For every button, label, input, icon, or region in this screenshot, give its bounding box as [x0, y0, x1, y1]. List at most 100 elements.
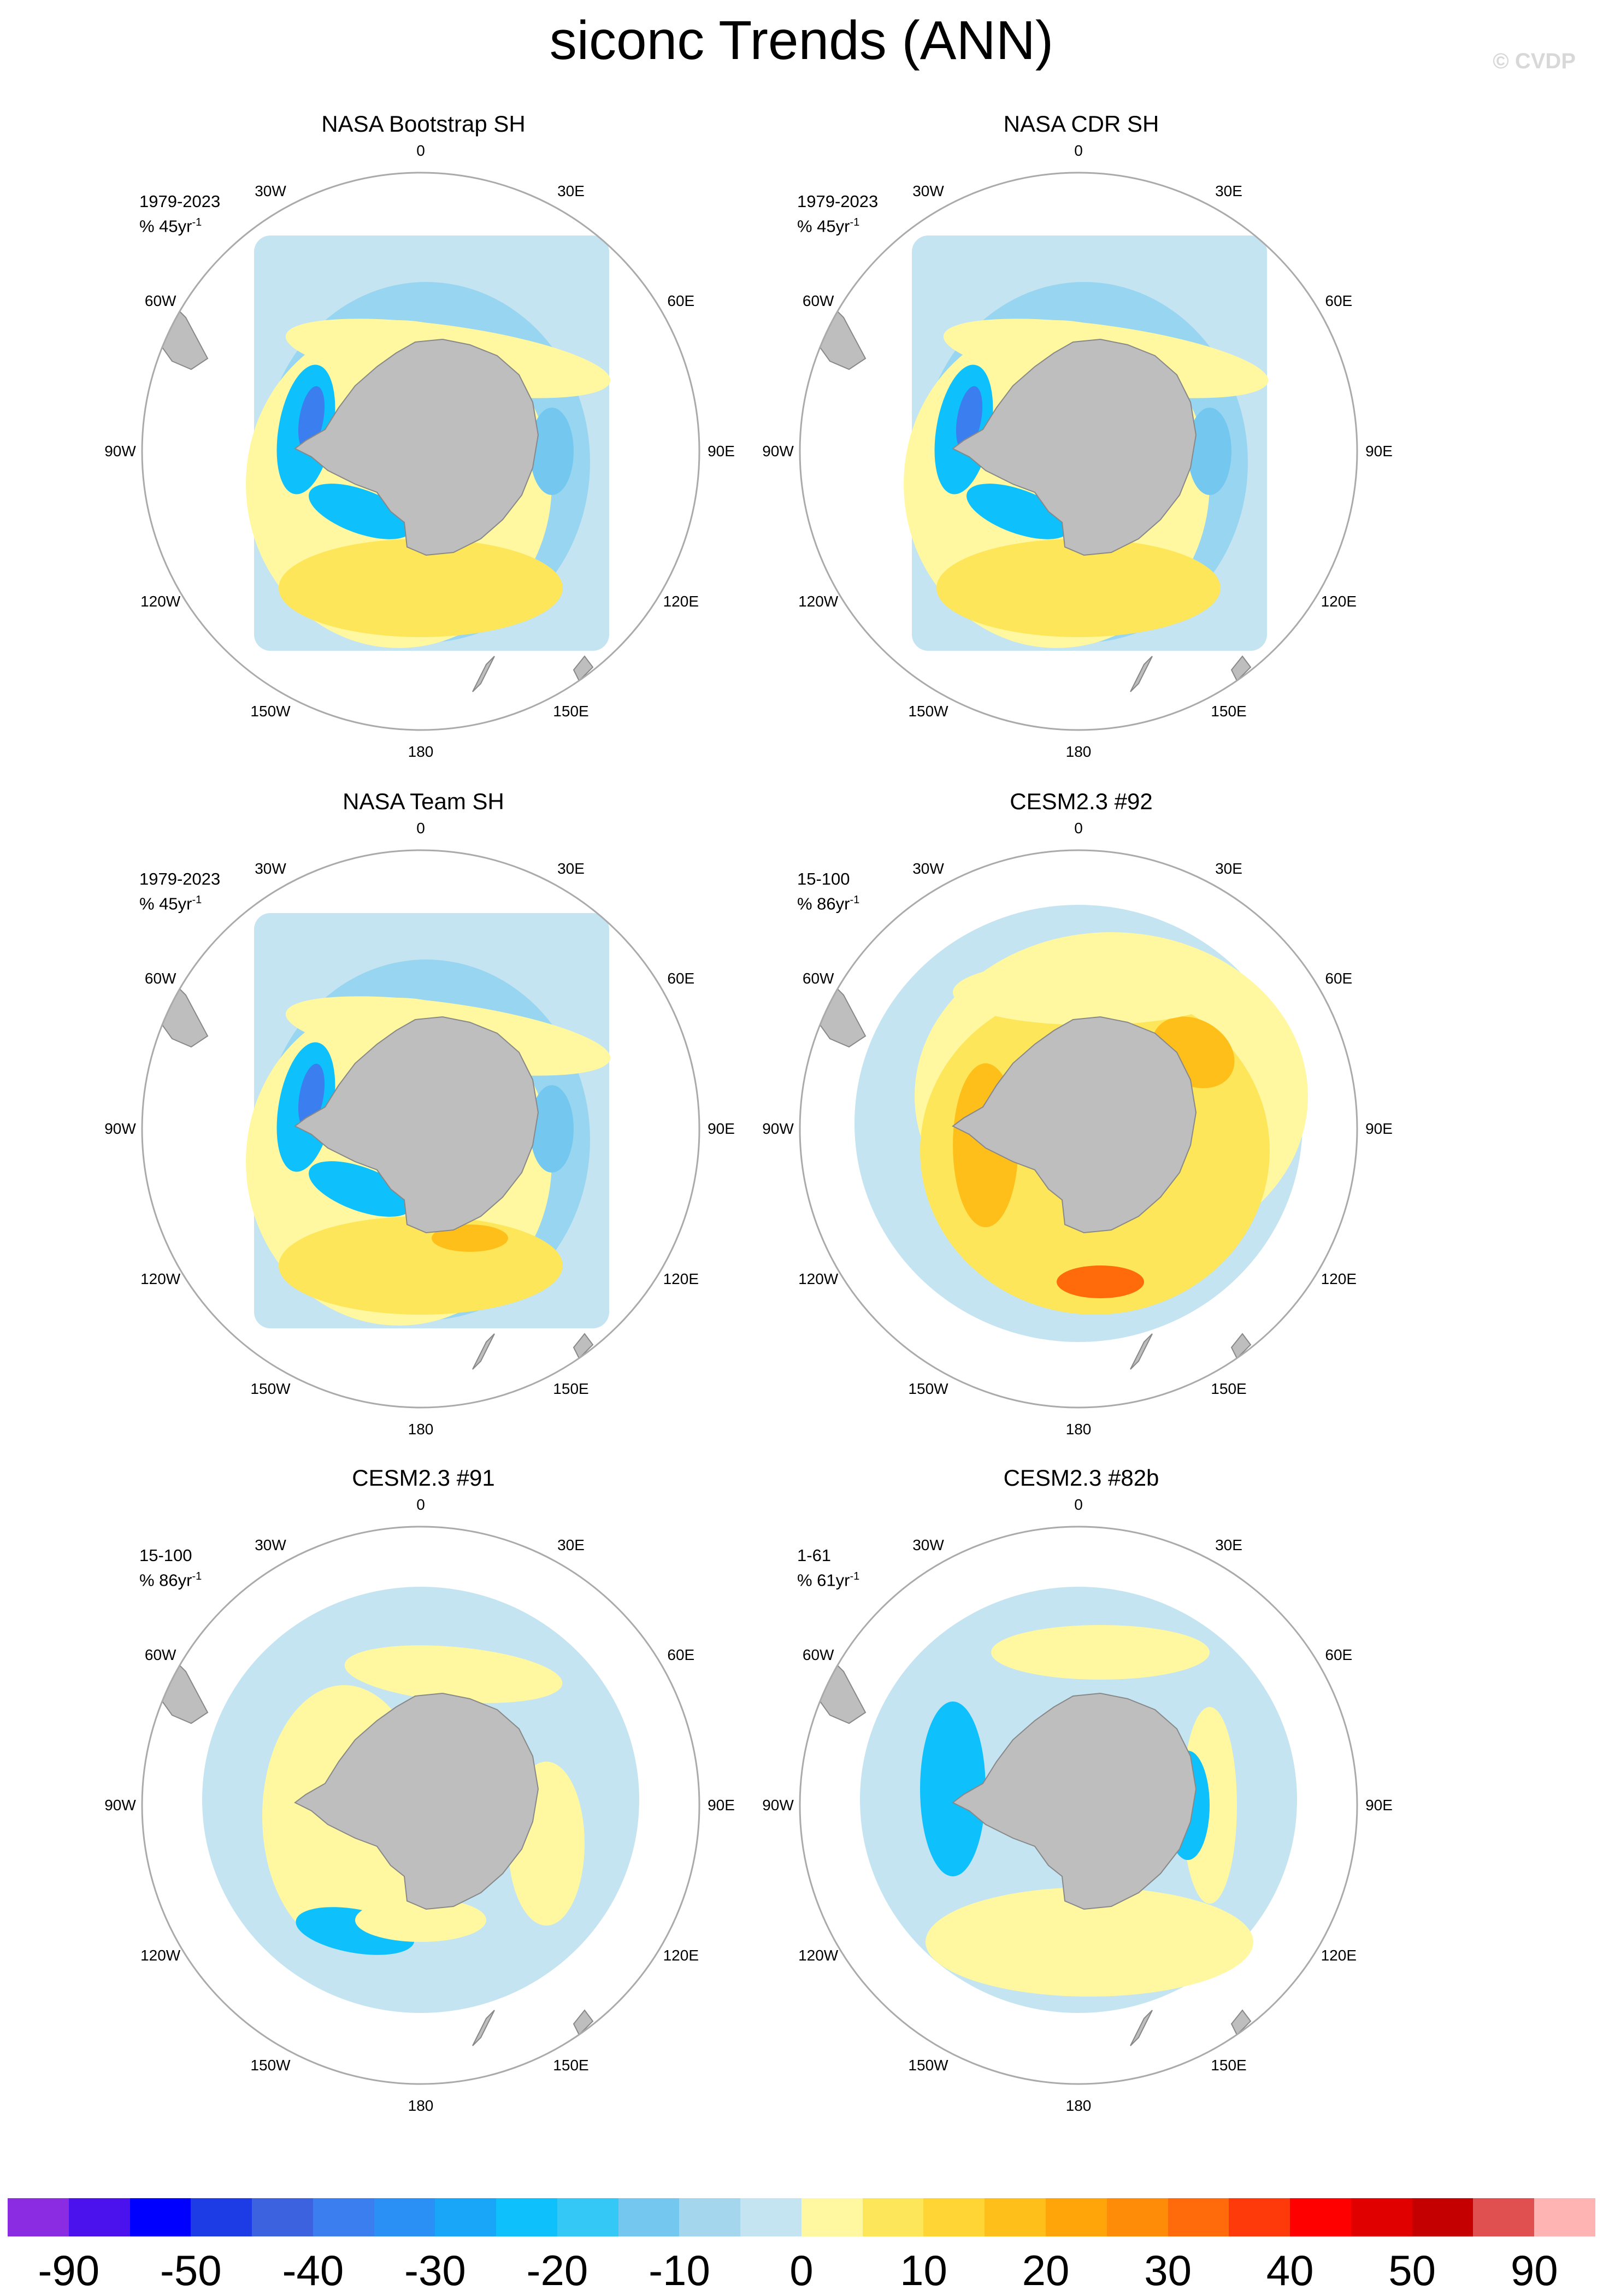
colorbar-swatch — [129, 2198, 191, 2236]
longitude-label: 150W — [250, 1380, 291, 1398]
colorbar-swatch — [923, 2198, 985, 2236]
longitude-label: 60E — [667, 1646, 695, 1663]
longitude-label: 180 — [1065, 2097, 1092, 2114]
longitude-label: 90E — [708, 1120, 735, 1137]
trend-annotation: 15-100 % 86yr-1 — [797, 869, 859, 914]
longitude-label: 120W — [798, 1270, 839, 1287]
antarctica — [294, 1692, 539, 1910]
longitude-label: 90E — [708, 443, 735, 460]
trend-period: 15-100 — [139, 1546, 192, 1565]
longitude-label: 150E — [1211, 2057, 1247, 2074]
longitude-label: 150E — [553, 1380, 589, 1398]
colorbar-swatch — [618, 2198, 680, 2236]
map-panel: NASA Bootstrap SH 1979-2023 % 45yr-1 0 30E 60… — [96, 110, 751, 788]
longitude-label: 180 — [1065, 1421, 1092, 1438]
longitude-label: 30W — [912, 182, 944, 199]
colorbar-swatch — [557, 2198, 618, 2236]
longitude-label: 30W — [912, 1536, 944, 1553]
longitude-label: 120W — [140, 1270, 181, 1287]
polar-map — [799, 172, 1358, 731]
longitude-label: 150W — [250, 703, 291, 720]
longitude-label: 150W — [250, 2057, 291, 2074]
landmass — [573, 655, 594, 682]
longitude-label: 120E — [1321, 1947, 1357, 1964]
trend-units: % 61yr-1 — [797, 1570, 860, 1590]
landmass — [472, 1333, 495, 1370]
longitude-label: 0 — [1074, 142, 1083, 159]
colorbar-label: -90 — [38, 2246, 100, 2294]
longitude-label: 30W — [255, 182, 286, 199]
longitude-label: 60W — [802, 1646, 834, 1663]
landmass — [1130, 656, 1153, 692]
longitude-label: 90E — [708, 1797, 735, 1814]
longitude-label: 30E — [1215, 859, 1242, 877]
antarctica — [952, 1692, 1197, 1910]
colorbar-label: 50 — [1388, 2246, 1436, 2294]
colorbar-swatch — [801, 2198, 863, 2236]
longitude-label: 90W — [762, 1797, 794, 1814]
longitude-label: 120E — [663, 1270, 699, 1287]
longitude-label: 30E — [1215, 182, 1242, 199]
map-boundary — [141, 172, 700, 731]
longitude-label: 120W — [140, 593, 181, 610]
trend-units: % 45yr-1 — [139, 216, 202, 236]
longitude-label: 30W — [255, 859, 286, 877]
longitude-label: 0 — [1074, 1496, 1083, 1513]
colorbar-label: 30 — [1144, 2246, 1192, 2294]
colorbar-label: 20 — [1022, 2246, 1070, 2294]
longitude-label: 90W — [104, 1120, 136, 1137]
map-boundary — [141, 849, 700, 1409]
colorbar-swatch — [191, 2198, 252, 2236]
longitude-label: 180 — [1065, 743, 1092, 760]
longitude-label: 60E — [1325, 1646, 1353, 1663]
longitude-label: 150W — [908, 2057, 948, 2074]
longitude-label: 0 — [1074, 820, 1083, 837]
colorbar-swatch — [862, 2198, 924, 2236]
colorbar-swatch — [1412, 2198, 1474, 2236]
colorbar-label: -50 — [160, 2246, 222, 2294]
landmass — [1130, 1333, 1153, 1370]
panel-title: CESM2.3 #82b — [1003, 1465, 1159, 1491]
map-boundary — [141, 1526, 700, 2085]
longitude-label: 0 — [416, 820, 425, 837]
longitude-label: 60E — [667, 970, 695, 987]
colorbar-swatch — [1473, 2198, 1535, 2236]
colorbar-label: 10 — [900, 2246, 947, 2294]
map-panel: CESM2.3 #82b 1-61 % 61yr-1 0 30E 60E 90E 120E 15… — [753, 1464, 1409, 2142]
antarctica — [952, 1016, 1197, 1234]
landmass — [573, 2009, 594, 2036]
panel-title: NASA Team SH — [343, 788, 504, 814]
antarctica — [294, 338, 539, 556]
longitude-label: 90W — [762, 443, 794, 460]
longitude-label: 30W — [255, 1536, 286, 1553]
colorbar-swatch — [496, 2198, 557, 2236]
map-boundary — [799, 849, 1358, 1409]
longitude-label: 180 — [408, 1421, 434, 1438]
polar-map — [141, 1526, 700, 2085]
trend-annotation: 1979-2023 % 45yr-1 — [797, 191, 878, 237]
longitude-label: 120E — [663, 1947, 699, 1964]
landmass — [573, 1333, 594, 1359]
longitude-label: 90E — [1365, 1797, 1393, 1814]
colorbar-swatch — [679, 2198, 741, 2236]
longitude-label: 60W — [144, 292, 176, 309]
trend-period: 1-61 — [797, 1546, 832, 1565]
panel-title: NASA Bootstrap SH — [321, 111, 526, 137]
longitude-label: 30E — [557, 182, 585, 199]
longitude-label: 90E — [1365, 1120, 1393, 1137]
polar-map — [141, 849, 700, 1409]
colorbar-labels: -90 -50 -40 -30 -20 -10 0 10 20 30 40 50 90 — [8, 2246, 1595, 2295]
trend-annotation: 1-61 % 61yr-1 — [797, 1545, 859, 1591]
panel-title: CESM2.3 #91 — [352, 1465, 495, 1491]
longitude-label: 150E — [1211, 1380, 1247, 1398]
trend-annotation: 1979-2023 % 45yr-1 — [139, 869, 220, 914]
colorbar-swatch — [1168, 2198, 1229, 2236]
longitude-label: 30E — [557, 859, 585, 877]
longitude-label: 30W — [912, 859, 944, 877]
polar-map — [141, 172, 700, 731]
colorbar-swatch — [252, 2198, 313, 2236]
polar-map — [799, 1526, 1358, 2085]
colorbar-label: -40 — [282, 2246, 344, 2294]
longitude-label: 30E — [1215, 1536, 1242, 1553]
longitude-label: 60W — [144, 970, 176, 987]
